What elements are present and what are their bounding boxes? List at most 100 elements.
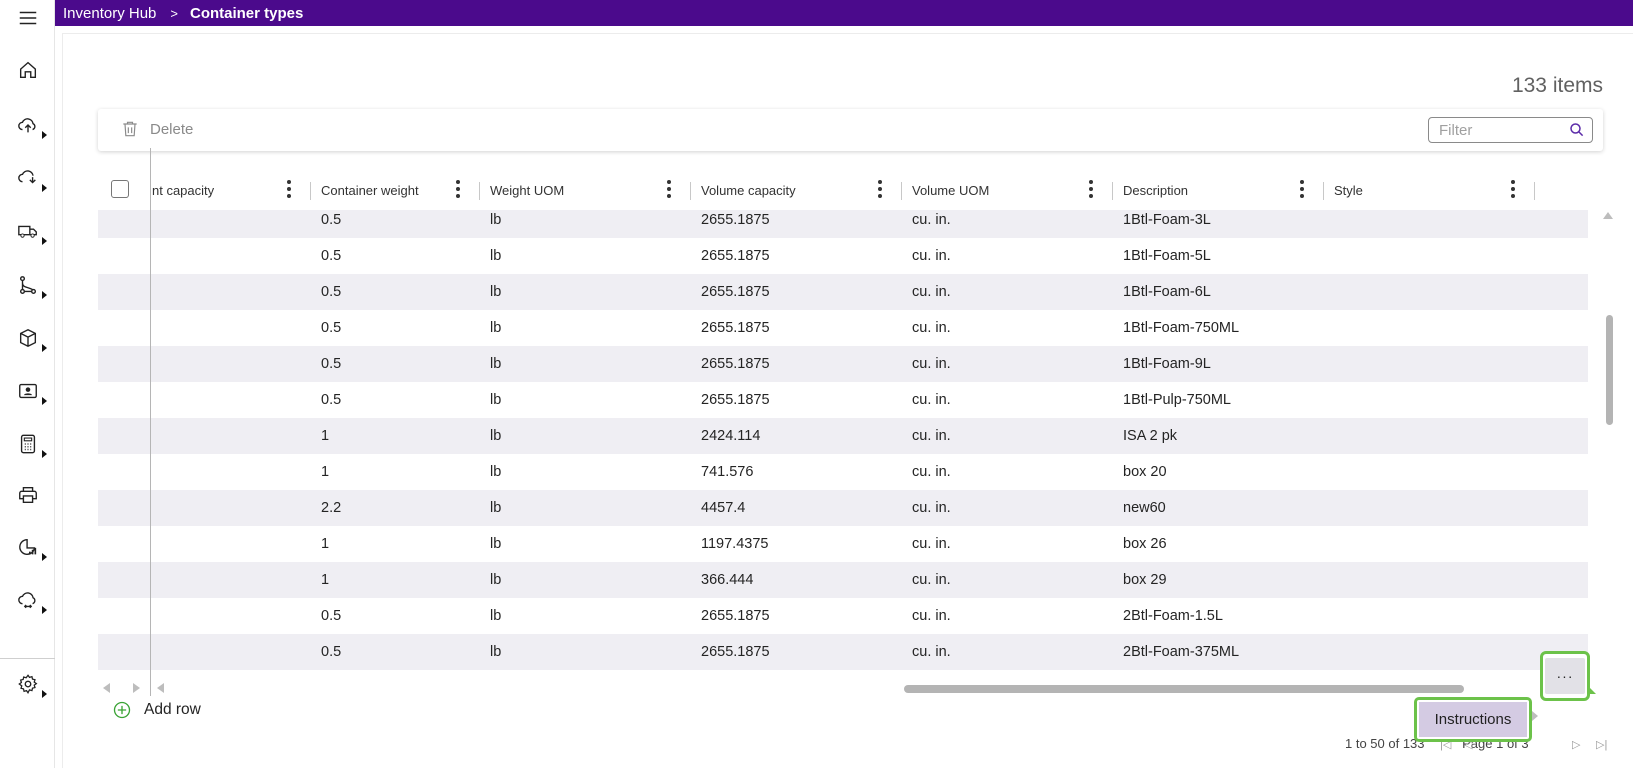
cell-volume[interactable]: 2655.1875 — [701, 212, 770, 228]
cell-weight-uom[interactable]: lb — [490, 536, 502, 552]
cell-weight[interactable]: 0.5 — [321, 644, 342, 660]
cell-volume-uom[interactable]: cu. in. — [912, 464, 951, 480]
cell-weight-uom[interactable]: lb — [490, 608, 502, 624]
cell-volume[interactable]: 2655.1875 — [701, 284, 770, 300]
cell-volume[interactable]: 4457.4 — [701, 500, 746, 516]
last-page-icon[interactable]: ▷| — [1596, 739, 1608, 751]
table-row[interactable]: 0.5 lb 2655.1875 cu. in. 1Btl-Pulp-750ML — [98, 382, 1588, 418]
cell-weight-uom[interactable]: lb — [490, 644, 502, 660]
table-row[interactable]: 1 lb 2424.114 cu. in. ISA 2 pk — [98, 418, 1588, 454]
cell-volume-uom[interactable]: cu. in. — [912, 392, 951, 408]
nav-print[interactable] — [0, 475, 55, 515]
cell-volume-uom[interactable]: cu. in. — [912, 248, 951, 264]
column-menu-icon[interactable] — [287, 180, 291, 200]
prev-page-icon[interactable]: ◁ — [1464, 739, 1473, 751]
cell-volume[interactable]: 2655.1875 — [701, 608, 770, 624]
first-page-icon[interactable]: |◁ — [1440, 739, 1452, 751]
cell-volume-uom[interactable]: cu. in. — [912, 644, 951, 660]
cell-weight-uom[interactable]: lb — [490, 212, 502, 228]
cell-weight-uom[interactable]: lb — [490, 320, 502, 336]
cell-description[interactable]: 1Btl-Foam-5L — [1123, 248, 1211, 264]
cell-weight[interactable]: 0.5 — [321, 248, 342, 264]
table-row[interactable]: 0.5 lb 2655.1875 cu. in. 1Btl-Foam-750ML — [98, 310, 1588, 346]
search-icon[interactable] — [1568, 121, 1586, 139]
more-actions-button[interactable]: ··· — [1540, 651, 1590, 701]
table-row[interactable]: 0.5 lb 2655.1875 cu. in. 2Btl-Foam-1.5L — [98, 598, 1588, 634]
next-page-icon[interactable]: ▷ — [1572, 739, 1581, 751]
cell-weight-uom[interactable]: lb — [490, 428, 502, 444]
column-divider[interactable] — [1112, 182, 1113, 200]
nav-analytics[interactable] — [0, 527, 55, 567]
cell-volume[interactable]: 2424.114 — [701, 428, 761, 444]
cell-volume-uom[interactable]: cu. in. — [912, 428, 951, 444]
column-menu-icon[interactable] — [1300, 180, 1304, 200]
cell-weight[interactable]: 1 — [321, 428, 330, 444]
column-header-weight-uom[interactable]: Weight UOM — [480, 170, 691, 210]
breadcrumb-app-link[interactable]: Inventory Hub — [63, 4, 157, 22]
table-row[interactable]: 0.5 lb 2655.1875 cu. in. 2Btl-Foam-375ML — [98, 634, 1588, 670]
column-header-container-weight[interactable]: Container weight — [311, 170, 480, 210]
cell-weight[interactable]: 1 — [321, 536, 330, 552]
column-menu-icon[interactable] — [1089, 180, 1093, 200]
nav-calculator[interactable] — [0, 424, 55, 464]
cell-weight[interactable]: 1 — [321, 464, 330, 480]
nav-upload[interactable] — [0, 105, 55, 145]
cell-description[interactable]: box 29 — [1123, 572, 1167, 588]
column-header-capacity[interactable]: nt capacity — [142, 170, 311, 210]
delete-button[interactable]: Delete — [120, 119, 193, 139]
cell-weight-uom[interactable]: lb — [490, 248, 502, 264]
cell-weight[interactable]: 0.5 — [321, 608, 342, 624]
table-row[interactable]: 0.5 lb 2655.1875 cu. in. 1Btl-Foam-6L — [98, 274, 1588, 310]
cell-volume-uom[interactable]: cu. in. — [912, 500, 951, 516]
cell-description[interactable]: 1Btl-Foam-3L — [1123, 212, 1211, 228]
cell-description[interactable]: ISA 2 pk — [1123, 428, 1178, 444]
cell-description[interactable]: new60 — [1123, 500, 1166, 516]
cell-weight[interactable]: 0.5 — [321, 284, 342, 300]
cell-volume-uom[interactable]: cu. in. — [912, 536, 951, 552]
column-header-volume-capacity[interactable]: Volume capacity — [691, 170, 902, 210]
column-menu-icon[interactable] — [1511, 180, 1515, 200]
column-divider[interactable] — [690, 182, 691, 200]
scroll-up-arrow-icon[interactable] — [1603, 212, 1613, 219]
scroll-left-arrow-icon[interactable] — [157, 683, 164, 693]
table-row[interactable]: 0.5 lb 2655.1875 cu. in. 1Btl-Foam-3L — [98, 210, 1588, 238]
cell-weight[interactable]: 0.5 — [321, 212, 342, 228]
cell-description[interactable]: 1Btl-Foam-6L — [1123, 284, 1211, 300]
cell-weight-uom[interactable]: lb — [490, 392, 502, 408]
cell-weight-uom[interactable]: lb — [490, 572, 502, 588]
cell-weight[interactable]: 0.5 — [321, 356, 342, 372]
nav-inbound[interactable] — [0, 158, 55, 198]
scroll-left-arrow-icon[interactable] — [103, 683, 110, 693]
cell-volume-uom[interactable]: cu. in. — [912, 572, 951, 588]
cell-description[interactable]: 2Btl-Foam-375ML — [1123, 644, 1240, 660]
column-header-description[interactable]: Description — [1113, 170, 1324, 210]
select-all-checkbox[interactable] — [111, 180, 129, 198]
cell-volume[interactable]: 1197.4375 — [701, 536, 769, 552]
column-divider[interactable] — [310, 182, 311, 200]
cell-description[interactable]: 2Btl-Foam-1.5L — [1123, 608, 1223, 624]
cell-volume[interactable]: 741.576 — [701, 464, 754, 480]
cell-weight-uom[interactable]: lb — [490, 356, 502, 372]
cell-weight[interactable]: 0.5 — [321, 392, 342, 408]
cell-weight-uom[interactable]: lb — [490, 284, 502, 300]
cell-volume-uom[interactable]: cu. in. — [912, 284, 951, 300]
nav-inventory[interactable] — [0, 318, 55, 358]
column-menu-icon[interactable] — [878, 180, 882, 200]
table-row[interactable]: 1 lb 366.444 cu. in. box 29 — [98, 562, 1588, 598]
nav-cloud-sync[interactable] — [0, 580, 55, 620]
instructions-menu-item[interactable]: Instructions — [1414, 697, 1532, 742]
column-menu-icon[interactable] — [456, 180, 460, 200]
cell-volume-uom[interactable]: cu. in. — [912, 356, 951, 372]
nav-settings[interactable] — [0, 664, 55, 704]
column-divider[interactable] — [1534, 182, 1535, 200]
cell-description[interactable]: 1Btl-Foam-750ML — [1123, 320, 1240, 336]
cell-volume[interactable]: 2655.1875 — [701, 644, 770, 660]
column-divider[interactable] — [901, 182, 902, 200]
nav-shipping[interactable] — [0, 211, 55, 251]
cell-volume[interactable]: 366.444 — [701, 572, 754, 588]
cell-weight[interactable]: 1 — [321, 572, 330, 588]
filter-input[interactable] — [1437, 120, 1562, 140]
table-row[interactable]: 0.5 lb 2655.1875 cu. in. 1Btl-Foam-5L — [98, 238, 1588, 274]
cell-volume[interactable]: 2655.1875 — [701, 356, 770, 372]
cell-volume[interactable]: 2655.1875 — [701, 392, 770, 408]
